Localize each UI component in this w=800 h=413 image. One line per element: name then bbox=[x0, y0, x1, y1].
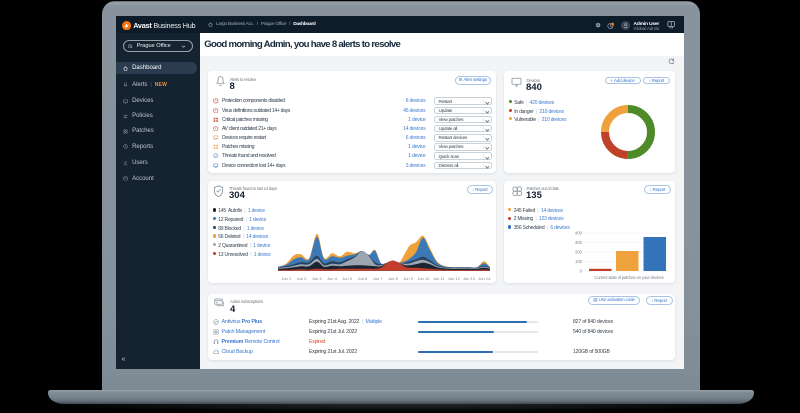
svg-text:0: 0 bbox=[580, 269, 583, 274]
svg-text:300: 300 bbox=[575, 240, 583, 245]
svg-text:100: 100 bbox=[575, 259, 583, 264]
svg-text:200: 200 bbox=[575, 250, 583, 255]
svg-text:400: 400 bbox=[575, 231, 583, 236]
